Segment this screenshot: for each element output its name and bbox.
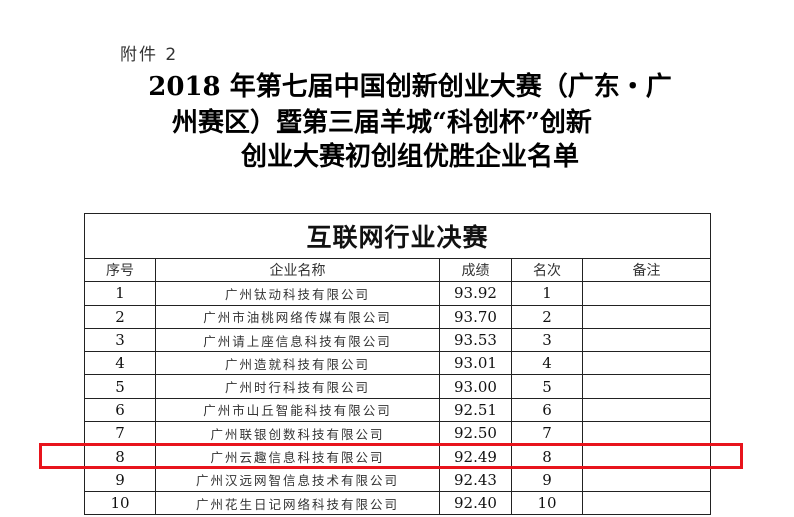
rank: 1: [511, 281, 583, 306]
company-name: 广州市山丘智能科技有限公司: [155, 397, 440, 423]
score: 93.70: [439, 304, 512, 329]
rank: 9: [511, 467, 583, 492]
table-caption: 互联网行业决赛: [83, 213, 712, 259]
row-number: 10: [84, 490, 156, 516]
note: [581, 281, 712, 306]
header-rank: 名次: [511, 257, 583, 283]
annex-label: 附件 2: [120, 45, 179, 65]
note: [581, 374, 712, 399]
note: [581, 351, 712, 376]
score: 93.92: [439, 281, 512, 306]
company-name: 广州造就科技有限公司: [155, 351, 440, 376]
row-number: 9: [84, 467, 156, 492]
document-title-line-3: 创业大赛初创组优胜企业名单: [240, 142, 579, 172]
table-header-row: 序号 企业名称 成绩 名次 备注: [84, 257, 712, 283]
score: 93.00: [439, 374, 512, 399]
company-name: 广州请上座信息科技有限公司: [155, 327, 440, 353]
row-number: 5: [84, 374, 156, 399]
header-score: 成绩: [439, 257, 512, 283]
table-row: 1 广州钛动科技有限公司 93.92 1: [84, 281, 712, 306]
table-row: 6 广州市山丘智能科技有限公司 92.51 6: [84, 397, 712, 423]
table-row: 4 广州造就科技有限公司 93.01 4: [84, 351, 712, 376]
rank: 6: [511, 397, 583, 423]
rank: 3: [511, 327, 583, 353]
company-name: 广州联银创数科技有限公司: [155, 421, 440, 446]
note: [581, 327, 712, 353]
note: [581, 397, 712, 423]
company-name: 广州汉远网智信息技术有限公司: [155, 467, 440, 492]
table-row: 7 广州联银创数科技有限公司 92.50 7: [84, 421, 712, 446]
company-name: 广州花生日记网络科技有限公司: [155, 490, 440, 516]
table-row: 3 广州请上座信息科技有限公司 93.53 3: [84, 327, 712, 353]
document-title-line-1: 2018 年第七届中国创新创业大赛（广东・广: [148, 72, 672, 102]
row-number: 1: [84, 281, 156, 306]
note: [581, 421, 712, 446]
rank: 2: [511, 304, 583, 329]
table-row: 10 广州花生日记网络科技有限公司 92.40 10: [84, 490, 712, 516]
row-number: 4: [84, 351, 156, 376]
table-row: 5 广州时行科技有限公司 93.00 5: [84, 374, 712, 399]
header-name: 企业名称: [155, 257, 440, 283]
score: 92.51: [439, 397, 512, 423]
row-number: 7: [84, 421, 156, 446]
note: [581, 467, 712, 492]
header-no: 序号: [84, 257, 156, 283]
rank: 10: [511, 490, 583, 516]
score: 92.40: [439, 490, 512, 516]
results-table: 互联网行业决赛 序号 企业名称 成绩 名次 备注 1 广州钛动科技有限公司 93.9…: [83, 213, 712, 516]
row-number: 6: [84, 397, 156, 423]
note: [581, 490, 712, 516]
table-row: 9 广州汉远网智信息技术有限公司 92.43 9: [84, 467, 712, 492]
document-title-line-2: 州赛区）暨第三届羊城“科创杯”创新: [172, 108, 592, 138]
score: 92.43: [439, 467, 512, 492]
score: 93.01: [439, 351, 512, 376]
header-note: 备注: [581, 257, 712, 283]
company-name: 广州钛动科技有限公司: [155, 281, 440, 306]
row-number: 2: [84, 304, 156, 329]
score: 92.50: [439, 421, 512, 446]
rank: 7: [511, 421, 583, 446]
table-row: 2 广州市油桃网络传媒有限公司 93.70 2: [84, 304, 712, 329]
company-name: 广州市油桃网络传媒有限公司: [155, 304, 440, 329]
score: 93.53: [439, 327, 512, 353]
highlight-box: [39, 443, 743, 469]
row-number: 3: [84, 327, 156, 353]
note: [581, 304, 712, 329]
company-name: 广州时行科技有限公司: [155, 374, 440, 399]
rank: 5: [511, 374, 583, 399]
rank: 4: [511, 351, 583, 376]
